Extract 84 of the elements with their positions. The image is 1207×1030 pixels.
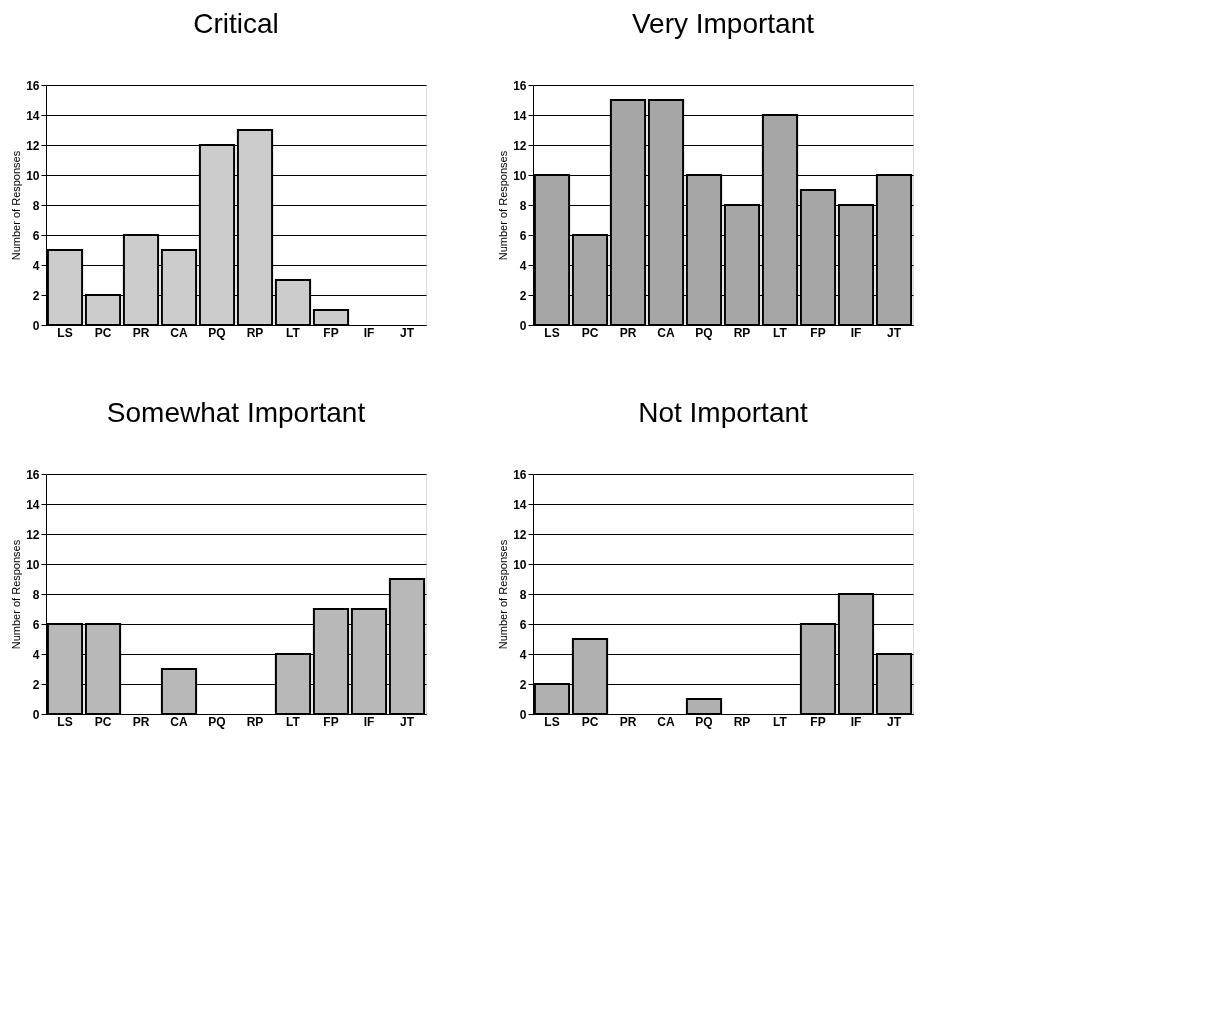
x-tick-label: JT xyxy=(886,714,902,729)
x-tick-label: PQ xyxy=(695,325,713,340)
x-tick-label: LT xyxy=(286,325,301,340)
x-tick-label: PC xyxy=(581,714,599,729)
chart-title: Somewhat Important xyxy=(106,397,366,428)
y-tick-label: 4 xyxy=(32,647,40,662)
x-tick-label: PQ xyxy=(208,714,226,729)
x-tick-label: FP xyxy=(810,325,826,340)
x-tick-label: LT xyxy=(773,714,788,729)
x-tick-label: PC xyxy=(94,714,112,729)
y-tick-label: 0 xyxy=(32,318,40,333)
x-tick-label: LS xyxy=(544,714,560,729)
y-tick-label: 10 xyxy=(26,557,40,572)
y-tick-label: 8 xyxy=(32,198,40,213)
x-tick-label: CA xyxy=(657,714,675,729)
x-tick-label: CA xyxy=(657,325,675,340)
x-tick-label: RP xyxy=(733,714,751,729)
x-tick-label: JT xyxy=(399,714,415,729)
y-tick-label: 0 xyxy=(519,318,527,333)
x-tick-label: LS xyxy=(57,714,73,729)
y-tick-label: 4 xyxy=(519,647,527,662)
x-tick-label: PC xyxy=(94,325,112,340)
y-tick-label: 10 xyxy=(513,168,527,183)
y-axis-title: Number of Responses xyxy=(10,150,23,261)
x-tick-label: IF xyxy=(850,714,862,729)
x-tick-label: FP xyxy=(323,325,339,340)
chart-title: Critical xyxy=(193,8,279,39)
y-tick-label: 4 xyxy=(519,258,527,273)
y-tick-label: 6 xyxy=(519,228,527,243)
x-tick-label: LS xyxy=(57,325,73,340)
y-tick-label: 14 xyxy=(513,497,527,512)
y-tick-label: 16 xyxy=(513,78,527,93)
x-tick-label: JT xyxy=(886,325,902,340)
x-tick-label: PQ xyxy=(695,714,713,729)
y-tick-label: 8 xyxy=(519,198,527,213)
y-tick-label: 12 xyxy=(513,138,527,153)
x-tick-label: PC xyxy=(581,325,599,340)
chart-title: Very Important xyxy=(631,8,815,39)
x-tick-label: PR xyxy=(132,325,150,340)
x-tick-label: RP xyxy=(246,325,264,340)
y-tick-label: 2 xyxy=(32,677,40,692)
x-tick-label: PR xyxy=(619,325,637,340)
x-tick-label: CA xyxy=(170,714,188,729)
x-tick-label: LT xyxy=(773,325,788,340)
y-tick-label: 12 xyxy=(26,527,40,542)
y-axis-title: Number of Responses xyxy=(10,539,23,650)
x-tick-label: LS xyxy=(544,325,560,340)
y-tick-label: 4 xyxy=(32,258,40,273)
y-tick-label: 12 xyxy=(513,527,527,542)
x-tick-label: PR xyxy=(619,714,637,729)
y-tick-label: 8 xyxy=(32,587,40,602)
x-tick-label: CA xyxy=(170,325,188,340)
y-tick-label: 14 xyxy=(26,108,40,123)
y-tick-label: 6 xyxy=(32,228,40,243)
chart-title: Not Important xyxy=(638,397,809,428)
x-tick-label: LT xyxy=(286,714,301,729)
x-tick-label: IF xyxy=(363,325,375,340)
x-tick-label: IF xyxy=(363,714,375,729)
y-tick-label: 0 xyxy=(32,707,40,722)
y-tick-label: 16 xyxy=(26,467,40,482)
y-tick-label: 2 xyxy=(32,288,40,303)
x-tick-label: FP xyxy=(810,714,826,729)
y-tick-label: 10 xyxy=(513,557,527,572)
y-axis-title: Number of Responses xyxy=(497,539,510,650)
x-tick-label: PR xyxy=(132,714,150,729)
y-tick-label: 14 xyxy=(513,108,527,123)
y-tick-label: 16 xyxy=(513,467,527,482)
y-tick-label: 8 xyxy=(519,587,527,602)
x-tick-label: RP xyxy=(733,325,751,340)
x-tick-label: PQ xyxy=(208,325,226,340)
y-tick-label: 2 xyxy=(519,677,527,692)
y-tick-label: 16 xyxy=(26,78,40,93)
y-tick-label: 10 xyxy=(26,168,40,183)
x-tick-label: IF xyxy=(850,325,862,340)
y-tick-label: 14 xyxy=(26,497,40,512)
x-tick-label: JT xyxy=(399,325,415,340)
y-tick-label: 12 xyxy=(26,138,40,153)
y-tick-label: 0 xyxy=(519,707,527,722)
x-tick-label: FP xyxy=(323,714,339,729)
y-axis-title: Number of Responses xyxy=(497,150,510,261)
y-tick-label: 6 xyxy=(519,617,527,632)
x-tick-label: RP xyxy=(246,714,264,729)
y-tick-label: 6 xyxy=(32,617,40,632)
y-tick-label: 2 xyxy=(519,288,527,303)
